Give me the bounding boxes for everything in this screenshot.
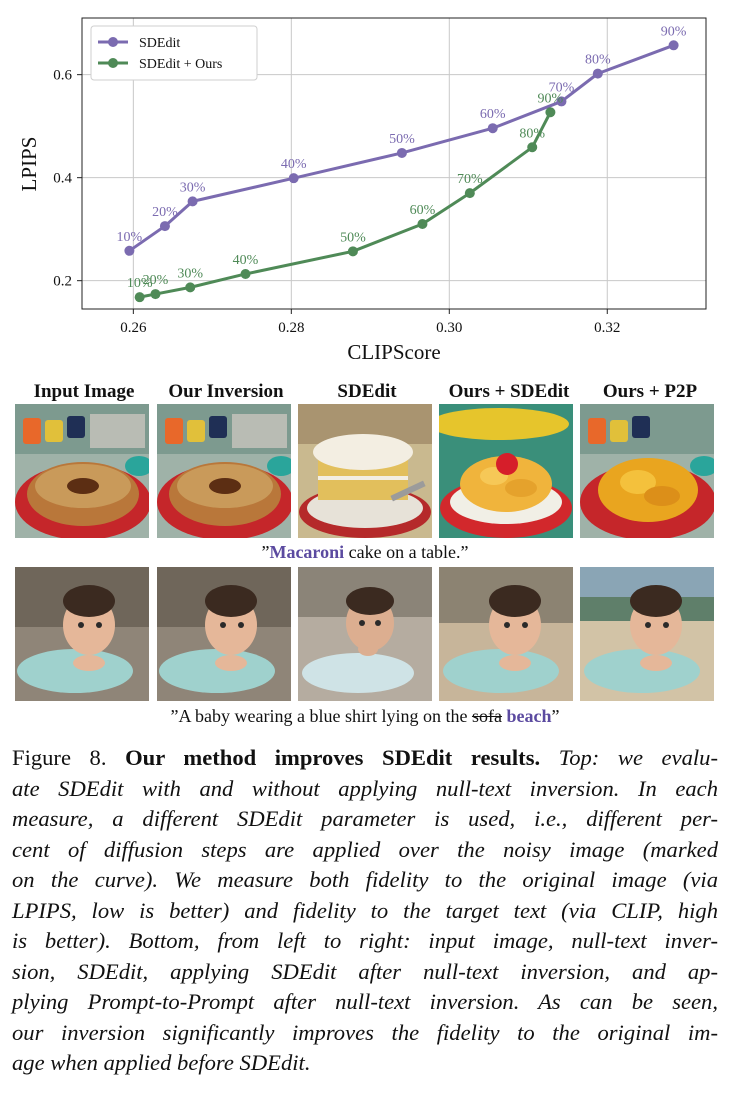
data-label: 90% xyxy=(538,91,564,106)
data-label: 70% xyxy=(457,172,483,187)
x-tick-label: 0.32 xyxy=(594,320,620,336)
legend-label-sdedit-ours: SDEdit + Ours xyxy=(139,57,222,72)
y-tick-label: 0.6 xyxy=(53,68,72,84)
data-label: 30% xyxy=(177,266,203,281)
x-tick-label: 0.28 xyxy=(278,320,304,336)
prompt-macaroni: ”Macaroni cake on a table.” xyxy=(261,542,469,562)
data-label: 80% xyxy=(519,126,545,141)
data-point xyxy=(487,123,498,134)
baby-sdedit-image xyxy=(298,567,432,701)
data-point xyxy=(185,282,196,293)
data-label: 70% xyxy=(549,80,575,95)
caption-line-1: Figure 8. Our method improves SDEdit res… xyxy=(12,745,719,770)
column-header-ours-sdedit: Ours + SDEdit xyxy=(448,381,570,402)
caption-line-6: LPIPS, low is better) and fidelity to th… xyxy=(12,897,718,923)
data-point xyxy=(396,147,407,158)
chart-legend: SDEdit SDEdit + Ours xyxy=(90,25,258,81)
data-point xyxy=(134,292,145,303)
data-label: 10% xyxy=(127,276,153,291)
prompt-highlight-macaroni: Macaroni xyxy=(269,542,345,562)
caption-line-3: measure, a different SDEdit parameter is… xyxy=(12,806,718,831)
data-point xyxy=(187,196,198,207)
data-point xyxy=(592,68,603,79)
caption-title: Our method improves SDEdit results. xyxy=(125,745,541,770)
data-label: 20% xyxy=(152,205,178,220)
column-header-inversion: Our Inversion xyxy=(168,381,284,402)
column-header-input: Input Image xyxy=(33,381,135,402)
data-label: 30% xyxy=(180,180,206,195)
x-tick-label: 0.26 xyxy=(120,320,147,336)
data-point xyxy=(556,96,567,107)
caption-line-4: cent of diffusion steps are applied over… xyxy=(12,836,718,862)
caption-line-7: is better). Bottom, from left to right: … xyxy=(12,928,718,953)
data-label: 90% xyxy=(661,24,687,39)
data-point xyxy=(240,268,251,279)
cake-ours-sdedit-image xyxy=(439,404,573,538)
column-header-sdedit: SDEdit xyxy=(337,381,397,402)
cake-inversion-image xyxy=(157,404,291,538)
caption-line-2: ate SDEdit with and without applying nul… xyxy=(12,775,718,801)
caption-line-5: on the curve). We measure both fidelity … xyxy=(12,867,718,892)
data-point xyxy=(417,219,428,230)
cake-sdedit-image xyxy=(298,404,432,538)
y-axis-label: LPIPS xyxy=(17,137,41,192)
data-point xyxy=(159,221,170,232)
baby-ours-sdedit-image xyxy=(439,567,573,701)
data-point xyxy=(347,246,358,257)
prompt-highlight-beach: beach xyxy=(506,706,552,726)
plot-frame xyxy=(81,17,707,310)
caption-line-9: plying Prompt-to-Prompt after null-text … xyxy=(12,989,718,1014)
chart-series: 10%20%30%40%50%60%70%80%90%10%20% 30%40%5… xyxy=(117,24,687,303)
data-label: 40% xyxy=(281,157,307,172)
column-header-ours-p2p: Ours + P2P xyxy=(602,381,698,402)
data-label: 40% xyxy=(233,253,259,268)
data-point xyxy=(545,107,556,118)
baby-input-image xyxy=(15,567,149,701)
lpips-clip-chart: 0.26 0.28 0.30 0.320.20.40.6 10%20%30%40%50… xyxy=(17,17,707,364)
data-point xyxy=(527,142,538,153)
x-tick-label: 0.30 xyxy=(436,320,462,336)
cake-ours-p2p-image xyxy=(580,404,714,538)
data-label: 20% xyxy=(143,273,169,288)
data-point xyxy=(668,40,679,51)
figure-label: Figure 8. xyxy=(12,745,126,770)
data-label: 60% xyxy=(480,107,506,122)
data-point xyxy=(464,188,475,199)
caption-line-10: our inversion significantly improves the… xyxy=(12,1019,718,1045)
figure-caption: Figure 8. Our method improves SDEdit res… xyxy=(12,743,718,1079)
baby-ours-p2p-image xyxy=(580,567,714,701)
data-label: 10% xyxy=(117,230,143,245)
caption-line-11: age when applied before SDEdit. xyxy=(12,1050,311,1075)
data-label: 50% xyxy=(340,230,366,245)
data-point xyxy=(124,245,135,256)
y-tick-label: 0.2 xyxy=(53,274,72,290)
prompt-strike-sofa: sofa xyxy=(471,706,502,726)
data-point xyxy=(288,173,299,184)
cake-input-image xyxy=(15,404,149,538)
data-label: 80% xyxy=(585,53,611,68)
data-point xyxy=(150,289,161,300)
caption-line-8: sion, SDEdit, applying SDEdit after null… xyxy=(12,958,718,984)
x-axis-label: CLIPScore xyxy=(347,340,440,364)
baby-inversion-image xyxy=(157,567,291,701)
prompt-baby: ”A baby wearing a blue shirt lying on th… xyxy=(170,706,560,726)
y-tick-label: 0.4 xyxy=(53,171,72,187)
data-label: 50% xyxy=(389,132,415,147)
legend-label-sdedit: SDEdit xyxy=(139,36,180,51)
axis-ticks: 0.26 0.28 0.30 0.32 0.2 0.4 0.6 xyxy=(53,68,620,336)
data-label: 60% xyxy=(410,203,436,218)
